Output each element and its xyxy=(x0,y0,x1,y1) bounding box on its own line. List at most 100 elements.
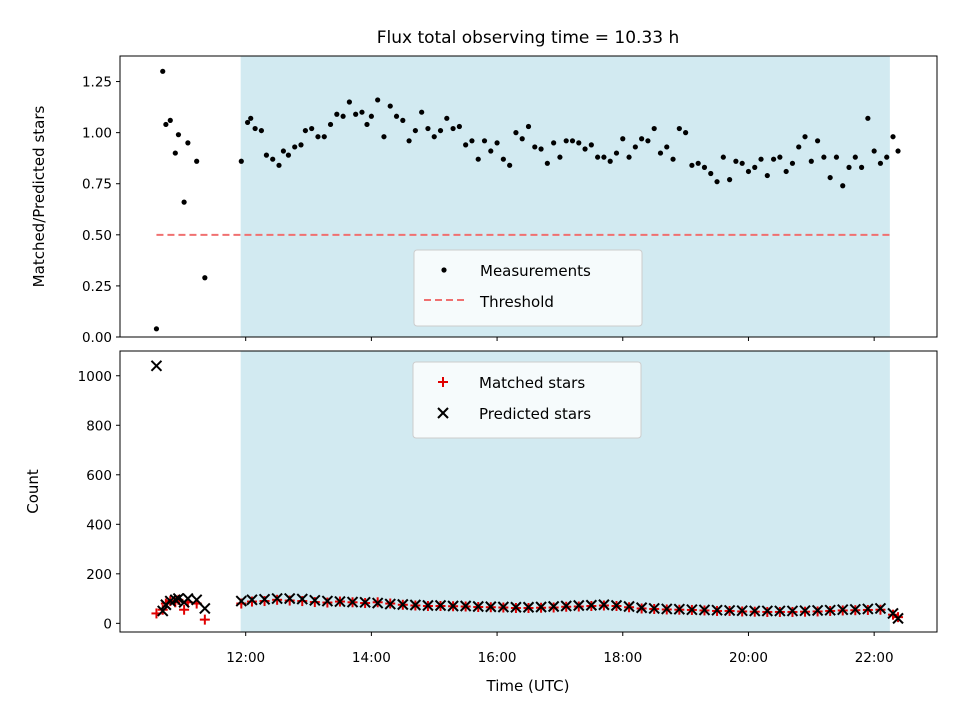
data-point xyxy=(437,127,444,134)
data-point xyxy=(698,604,711,616)
data-point xyxy=(852,154,858,160)
data-point xyxy=(846,164,852,170)
data-point xyxy=(507,162,513,168)
data-point xyxy=(695,160,701,166)
data-point xyxy=(689,162,695,168)
data-point xyxy=(789,160,796,166)
ratio-panel: 0.00 0.25 0.50 0.75 1.00 1.25 Matched/Predicte… xyxy=(30,55,938,346)
data-point xyxy=(406,138,412,144)
y-tick-label: 1.00 xyxy=(82,126,112,142)
axes-frame xyxy=(119,55,938,338)
data-point xyxy=(573,599,585,612)
data-point xyxy=(626,154,632,160)
data-point xyxy=(340,113,346,119)
data-point xyxy=(488,148,494,154)
data-point xyxy=(346,99,352,105)
data-point xyxy=(645,138,651,144)
data-point xyxy=(708,170,714,177)
x-tick-label: 14:00 xyxy=(352,650,391,666)
data-point xyxy=(292,144,298,150)
data-point xyxy=(874,602,887,615)
data-point xyxy=(651,125,657,132)
data-point xyxy=(459,600,472,612)
data-point xyxy=(620,136,626,142)
legend: Measurements Threshold xyxy=(413,249,643,327)
data-point xyxy=(235,595,248,607)
data-point xyxy=(315,134,321,140)
data-point xyxy=(525,123,532,130)
legend-swatch xyxy=(441,267,447,273)
data-point xyxy=(670,156,676,162)
data-point xyxy=(736,605,748,617)
legend-swatch xyxy=(438,377,448,387)
data-point xyxy=(563,138,569,144)
data-point xyxy=(327,121,334,128)
data-point xyxy=(321,595,334,607)
data-point xyxy=(840,183,846,189)
y-tick-label: 1000 xyxy=(78,369,112,385)
legend-label: Predicted stars xyxy=(479,405,591,423)
data-point xyxy=(849,603,862,616)
data-point xyxy=(714,179,720,185)
data-point xyxy=(497,601,510,613)
data-point xyxy=(387,103,393,109)
data-point xyxy=(434,599,447,612)
data-point xyxy=(475,156,481,162)
data-point xyxy=(248,115,254,121)
data-point xyxy=(202,275,208,281)
data-point xyxy=(686,604,698,616)
data-point xyxy=(298,142,304,148)
data-point xyxy=(727,177,733,183)
data-point xyxy=(447,600,459,612)
data-point xyxy=(276,162,282,168)
data-point xyxy=(334,111,340,117)
data-point xyxy=(500,156,506,162)
y-tick-label: 1.25 xyxy=(82,75,112,91)
data-point xyxy=(811,604,824,617)
data-point xyxy=(271,592,283,605)
legend-label: Matched stars xyxy=(479,374,585,392)
data-point xyxy=(246,596,257,607)
data-point xyxy=(884,154,890,160)
data-point xyxy=(582,146,588,152)
data-point xyxy=(172,150,178,156)
y-axis-label: Count xyxy=(24,469,42,514)
data-point xyxy=(513,130,519,136)
data-point xyxy=(613,150,620,156)
y-tick-label: 200 xyxy=(86,567,112,583)
data-point xyxy=(252,125,258,132)
data-point xyxy=(258,593,271,606)
y-axis-label: Matched/Predicted stars xyxy=(30,106,48,288)
data-point xyxy=(871,148,877,154)
data-point xyxy=(764,172,770,179)
data-point xyxy=(393,113,400,119)
data-point xyxy=(280,148,286,154)
legend-label: Measurements xyxy=(480,262,591,280)
data-point xyxy=(199,614,210,625)
data-point xyxy=(463,142,469,148)
data-point xyxy=(799,605,811,617)
data-point xyxy=(302,127,308,134)
data-point xyxy=(837,604,849,616)
data-point xyxy=(199,602,211,615)
data-point xyxy=(774,605,786,617)
data-point xyxy=(494,140,500,146)
data-point xyxy=(711,604,723,616)
data-point xyxy=(181,199,187,205)
data-point xyxy=(481,138,488,144)
x-tick-label: 12:00 xyxy=(226,650,265,666)
data-point xyxy=(786,605,799,617)
data-point xyxy=(632,144,638,150)
data-point xyxy=(777,154,783,160)
data-point xyxy=(560,600,572,612)
data-point xyxy=(190,594,203,606)
x-tick-label: 16:00 xyxy=(478,650,517,666)
data-point xyxy=(551,140,557,146)
y-tick-label: 0.00 xyxy=(82,330,112,346)
data-point xyxy=(733,158,739,164)
data-point xyxy=(384,598,396,610)
x-tick-label: 20:00 xyxy=(729,650,768,666)
data-point xyxy=(761,605,774,617)
y-tick-label: 0.25 xyxy=(82,279,112,295)
